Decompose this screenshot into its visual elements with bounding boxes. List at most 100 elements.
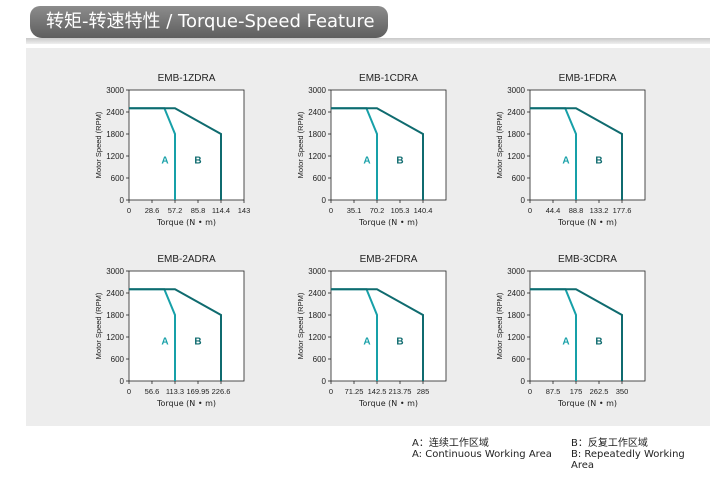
x-axis-label: Torque (N • m) [156,399,216,408]
y-tick-label: 3000 [308,267,326,276]
series-b-line [530,107,623,200]
x-tick-label: 35.1 [347,206,362,215]
x-tick-label: 133.2 [590,206,609,215]
chart-6: EMB-3CDRA 0 600 1200 1800 2400 3000 0 87.5 175 262… [495,254,646,408]
region-b-label: B [396,336,403,347]
y-tick-label: 2400 [106,108,124,117]
x-tick-label: 0 [127,206,131,215]
chart-title: EMB-1FDRA [559,73,617,84]
x-tick-label: 175 [570,387,583,396]
x-axis-label: Torque (N • m) [156,218,216,227]
plot-area [529,89,646,201]
region-b-label: B [396,155,403,166]
y-tick-label: 1800 [106,311,124,320]
x-tick-label: 142.5 [368,387,387,396]
x-tick-label: 70.2 [370,206,385,215]
plot-area [128,270,245,382]
y-tick-label: 3000 [507,267,525,276]
series-b-line [530,288,623,381]
y-tick-label: 0 [120,196,125,205]
x-tick-label: 57.2 [168,206,183,215]
x-axis-label: Torque (N • m) [358,218,418,227]
legend-a-en: A: Continuous Working Area [412,449,552,460]
x-tick-label: 0 [329,387,333,396]
y-axis-label: Motor Speed (RPM) [495,292,504,359]
y-tick-label: 3000 [507,86,525,95]
x-tick-label: 88.8 [569,206,584,215]
y-tick-label: 1800 [507,311,525,320]
y-tick-label: 1800 [507,130,525,139]
series-b-line [331,288,424,381]
y-tick-label: 3000 [106,267,124,276]
region-a-label: A [562,336,569,347]
region-a-label: A [161,155,168,166]
chart-1: EMB-1ZDRA 0 600 1200 1800 2400 3000 0 28.6 57.2 85… [94,73,250,227]
header-divider [26,38,710,44]
x-tick-label: 71.25 [345,387,364,396]
series-b-line [129,107,222,200]
x-tick-label: 0 [528,206,532,215]
x-tick-label: 28.6 [145,206,160,215]
region-a-label: A [363,336,370,347]
y-tick-label: 3000 [308,86,326,95]
x-tick-label: 143 [238,206,251,215]
chart-2: EMB-1CDRA 0 600 1200 1800 2400 3000 0 35.1 70.2 10… [296,73,447,227]
x-axis-label: Torque (N • m) [358,399,418,408]
y-tick-label: 1200 [308,333,326,342]
section-title: 转矩-转速特性 / Torque-Speed Feature [30,6,388,38]
x-tick-label: 0 [329,206,333,215]
y-axis-label: Motor Speed (RPM) [296,111,305,178]
legend-b-en: B: Repeatedly Working Area [571,449,685,471]
plot-area [330,89,447,201]
plot-area [529,270,646,382]
y-tick-label: 2400 [507,108,525,117]
x-tick-label: 140.4 [414,206,433,215]
x-tick-label: 0 [528,387,532,396]
x-tick-label: 226.6 [212,387,231,396]
chart-title: EMB-1ZDRA [158,73,216,84]
x-tick-label: 44.4 [546,206,561,215]
y-axis-label: Motor Speed (RPM) [495,111,504,178]
y-tick-label: 2400 [507,289,525,298]
series-b-line [129,288,222,381]
x-tick-label: 350 [616,387,629,396]
y-tick-label: 2400 [308,108,326,117]
x-tick-label: 85.8 [191,206,206,215]
region-a-label: A [363,155,370,166]
chart-title: EMB-2FDRA [360,254,418,265]
region-b-label: B [194,155,201,166]
region-b-label: B [595,155,602,166]
y-tick-label: 3000 [106,86,124,95]
y-tick-label: 0 [521,196,526,205]
y-tick-label: 0 [521,377,526,386]
x-tick-label: 0 [127,387,131,396]
x-axis-label: Torque (N • m) [557,399,617,408]
x-tick-label: 56.6 [145,387,160,396]
chart-3: EMB-1FDRA 0 600 1200 1800 2400 3000 0 44.4 88.8 13… [495,73,646,227]
y-tick-label: 2400 [106,289,124,298]
x-tick-label: 113.3 [166,387,184,396]
y-tick-label: 600 [313,355,327,364]
x-tick-label: 262.5 [590,387,609,396]
x-axis-label: Torque (N • m) [557,218,617,227]
chart-title: EMB-3CDRA [558,254,617,265]
x-tick-label: 213.75 [389,387,412,396]
y-tick-label: 1200 [106,333,124,342]
x-tick-label: 177.6 [613,206,632,215]
y-tick-label: 1800 [308,130,326,139]
legend-b-cn: B：反复工作区域 [571,438,648,449]
y-tick-label: 0 [322,196,327,205]
chart-5: EMB-2FDRA 0 600 1200 1800 2400 3000 0 71.25 142.5… [296,254,447,408]
plot-area [330,270,447,382]
y-tick-label: 2400 [308,289,326,298]
legend-a-cn: A：连续工作区域 [412,438,489,449]
y-axis-label: Motor Speed (RPM) [94,111,103,178]
y-axis-label: Motor Speed (RPM) [94,292,103,359]
y-tick-label: 1200 [507,152,525,161]
x-tick-label: 114.4 [212,206,230,215]
chart-title: EMB-2ADRA [157,254,216,265]
x-tick-label: 169.95 [187,387,210,396]
x-tick-label: 285 [417,387,430,396]
chart-4: EMB-2ADRA 0 600 1200 1800 2400 3000 0 56.6 113.3 1… [94,254,245,408]
